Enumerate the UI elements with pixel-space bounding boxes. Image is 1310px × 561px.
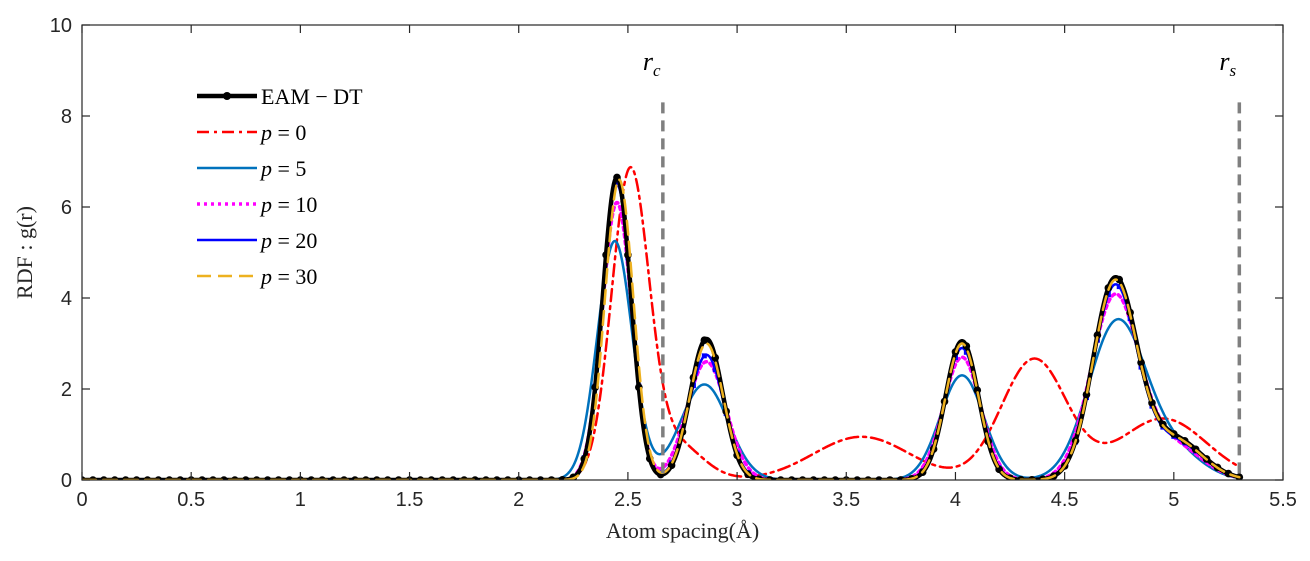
- eam-dt-marker: [241, 476, 250, 480]
- x-tick-label: 5: [1168, 489, 1179, 511]
- x-tick-label: 0.5: [177, 489, 205, 511]
- legend-label: p = 5: [259, 156, 306, 181]
- eam-dt-marker: [667, 461, 676, 470]
- y-tick-label: 10: [50, 15, 72, 37]
- x-tick-label: 3: [732, 489, 743, 511]
- p20-marker: [1116, 284, 1122, 290]
- x-tick-label: 3.5: [832, 489, 860, 511]
- eam-dt-marker: [875, 476, 883, 480]
- p20-marker: [701, 353, 707, 359]
- eam-dt-marker: [1115, 275, 1124, 284]
- eam-dt-marker: [1137, 358, 1145, 367]
- x-tick-label: 0: [76, 489, 87, 511]
- legend-label: p = 0: [259, 120, 306, 145]
- legend-label: p = 10: [259, 192, 317, 217]
- legend-label: EAM − DT: [261, 84, 363, 109]
- x-tick-label: 5.5: [1269, 489, 1297, 511]
- axes-box: [81, 24, 1284, 481]
- eam-dt-marker: [973, 386, 982, 395]
- x-tick-label: 4: [950, 489, 961, 511]
- x-tick-label: 2.5: [614, 489, 642, 511]
- legend-marker: [223, 92, 231, 100]
- eam-dt-marker: [853, 476, 861, 480]
- y-axis-label: RDF : g(r): [12, 206, 37, 299]
- eam-dt-marker: [1148, 399, 1156, 407]
- legend: EAM − DT p = 0 p = 5 p = 10 p = 20 p = 30: [197, 84, 363, 289]
- eam-dt-marker: [536, 476, 545, 480]
- eam-dt-marker: [263, 476, 272, 480]
- x-axis-label: Atom spacing(Å): [606, 518, 759, 543]
- y-tick-label: 0: [61, 470, 72, 492]
- legend-label: p = 20: [259, 228, 317, 253]
- eam-dt-marker: [1082, 390, 1091, 399]
- plot-area: [82, 25, 1283, 480]
- series-line-p-0: [82, 165, 1241, 480]
- eam-dt-marker: [700, 336, 709, 345]
- legend-label: p = 30: [259, 264, 317, 289]
- y-tick-label: 2: [61, 379, 72, 401]
- x-tick-label: 1: [295, 489, 306, 511]
- y-tick-label: 6: [61, 197, 72, 219]
- series-line-p-30: [82, 178, 1241, 480]
- y-tick-label: 8: [61, 106, 72, 128]
- eam-dt-marker: [1093, 331, 1102, 339]
- series-line-p-5: [82, 239, 1241, 480]
- y-tick-label: 4: [61, 288, 72, 310]
- x-tick-label: 4.5: [1051, 489, 1079, 511]
- p20-marker: [712, 367, 718, 373]
- x-tick-label: 2: [513, 489, 524, 511]
- x-tick-label: 1.5: [396, 489, 424, 511]
- p20-marker: [614, 181, 620, 187]
